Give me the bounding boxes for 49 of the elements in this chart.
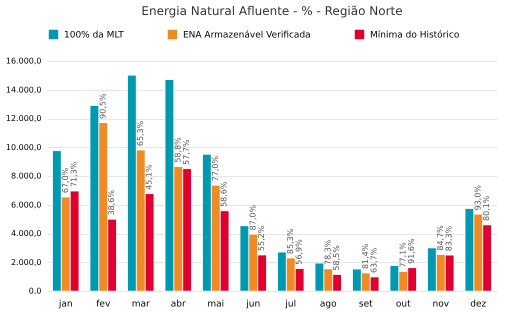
- annotation: 90,5%: [98, 93, 108, 119]
- annotation: 65,3%: [136, 120, 145, 146]
- annotation: 77,1%: [398, 242, 408, 268]
- annotation: 85,3%: [286, 228, 295, 254]
- annotation: 80,1%: [482, 195, 492, 222]
- annotation: 58,6%: [220, 181, 229, 207]
- x-tick-label: out: [396, 300, 412, 310]
- x-tick-label: jan: [58, 300, 73, 310]
- y-tick-label: 14.000,0: [6, 85, 42, 94]
- annotation: 45,1%: [144, 164, 154, 190]
- annotation: 58,8%: [173, 136, 182, 163]
- y-tick-label: 16.000,0: [6, 56, 42, 66]
- annotation: 77,0%: [210, 156, 220, 182]
- annotation: 63,7%: [370, 247, 379, 274]
- x-tick-label: ago: [320, 300, 338, 310]
- x-tick-label: abr: [170, 300, 186, 310]
- chart-title: Energia Natural Afluente - % - Região Norte: [141, 4, 403, 18]
- annotation: 71,3%: [70, 161, 79, 188]
- y-tick-label: 8.000,0: [10, 172, 42, 180]
- annotation: 91,6%: [407, 238, 416, 264]
- annotation: 93,0%: [473, 184, 482, 210]
- y-tick-label: 0,0: [28, 286, 42, 296]
- legend-label: Mínima do Histórico: [370, 30, 460, 41]
- annotation: 56,9%: [294, 238, 304, 265]
- x-tick-label: mai: [207, 300, 224, 310]
- annotation: 84,7%: [436, 224, 445, 251]
- annotation: 58,5%: [332, 244, 342, 271]
- x-tick-label: jun: [245, 300, 260, 310]
- y-tick-label: 4.000,0: [10, 229, 42, 238]
- annotation: 38,6%: [107, 190, 116, 216]
- y-tick-label: 12.000,0: [6, 114, 42, 123]
- y-tick-label: 2.000,0: [10, 258, 42, 267]
- annotation: 83,3%: [444, 225, 454, 252]
- y-tick-label: 6.000,0: [10, 200, 42, 210]
- y-tick-label: 10.000,0: [6, 142, 42, 152]
- legend-label: ENA Armazenável Verificada: [183, 30, 311, 41]
- x-tick-label: fev: [96, 300, 111, 310]
- x-tick-label: jul: [284, 300, 296, 310]
- x-tick-label: set: [358, 300, 374, 310]
- x-tick-label: mar: [132, 300, 150, 310]
- annotation: 55,2%: [257, 225, 266, 252]
- annotation: 87,0%: [248, 204, 258, 230]
- annotation: 67,0%: [60, 167, 70, 194]
- x-tick-label: dez: [470, 300, 487, 310]
- annotation: 78,3%: [323, 239, 332, 266]
- legend-label: 100% da MLT: [64, 30, 124, 41]
- annotation: 81,4%: [360, 243, 370, 270]
- annotation: 57,7%: [182, 139, 192, 165]
- x-tick-label: nov: [432, 300, 450, 310]
